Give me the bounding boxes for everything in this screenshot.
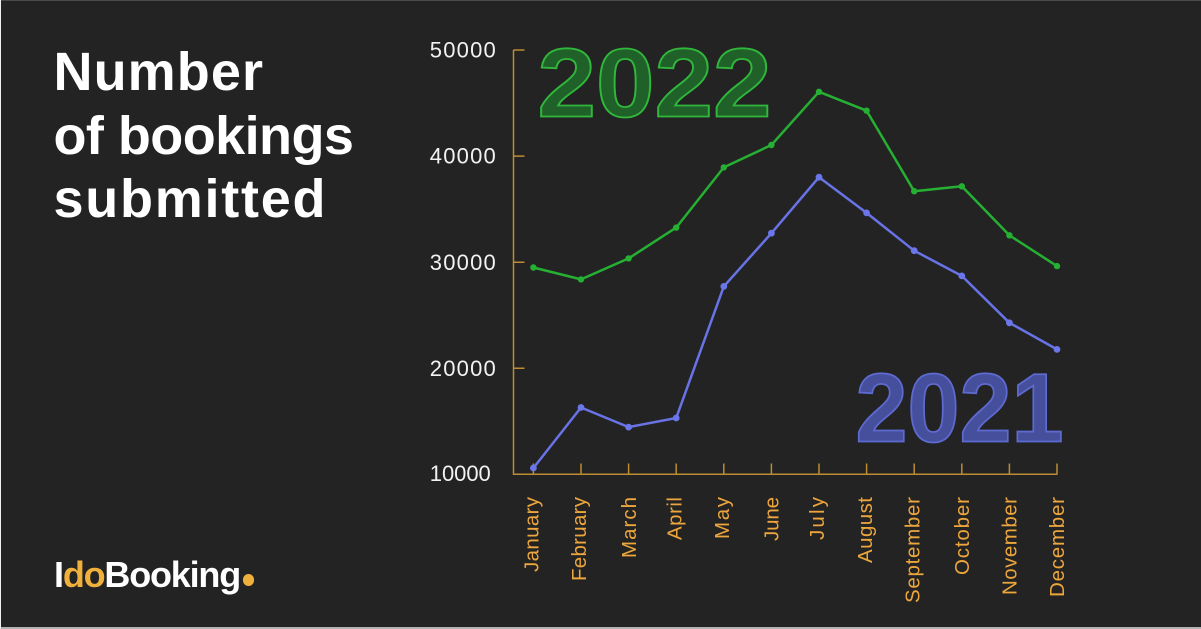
svg-text:January: January — [521, 496, 544, 572]
svg-text:30000: 30000 — [430, 250, 496, 275]
svg-text:November: November — [999, 497, 1022, 595]
svg-text:June: June — [761, 497, 784, 541]
svg-text:2021: 2021 — [856, 353, 1064, 462]
svg-text:March: March — [618, 497, 641, 558]
svg-text:July: July — [806, 496, 829, 540]
svg-text:50000: 50000 — [430, 38, 496, 63]
svg-text:August: August — [854, 497, 877, 563]
svg-text:December: December — [1046, 497, 1069, 597]
svg-text:20000: 20000 — [430, 356, 496, 381]
svg-text:October: October — [951, 497, 974, 575]
svg-text:2022: 2022 — [538, 29, 772, 138]
svg-text:September: September — [901, 497, 924, 603]
svg-text:April: April — [663, 497, 686, 540]
svg-text:May: May — [711, 496, 734, 539]
svg-text:10000: 10000 — [430, 461, 491, 486]
svg-text:February: February — [568, 496, 591, 581]
svg-text:40000: 40000 — [430, 144, 496, 169]
